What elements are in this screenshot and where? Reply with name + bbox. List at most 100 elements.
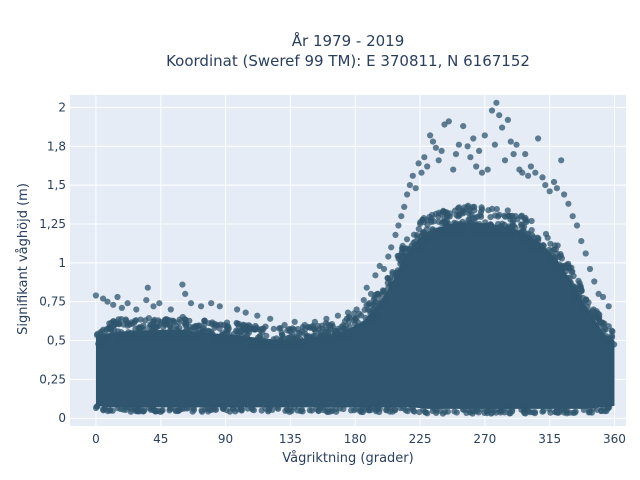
scatter-point-edge: [495, 224, 502, 231]
scatter-point: [501, 157, 509, 164]
scatter-point-edge: [496, 211, 503, 218]
scatter-point: [478, 169, 486, 176]
scatter-point: [281, 321, 288, 329]
scatter-point: [553, 185, 561, 192]
scatter-point-edge: [419, 230, 426, 237]
scatter-point-edge: [372, 406, 379, 413]
scatter-point-edge: [103, 326, 110, 333]
x-tick-label: 45: [153, 432, 168, 446]
scatter-point-edge: [594, 406, 601, 413]
scatter-point-edge: [325, 333, 332, 340]
scatter-point-edge: [514, 216, 521, 223]
scatter-point: [114, 293, 121, 301]
scatter-point-edge: [176, 331, 183, 338]
scatter-point-edge: [552, 255, 559, 262]
scatter-point: [599, 293, 607, 301]
scatter-point-edge: [283, 343, 290, 350]
scatter-point-edge: [456, 210, 463, 218]
scatter-point: [323, 315, 330, 322]
scatter-point-edge: [118, 329, 125, 336]
scatter-point-edge: [563, 407, 570, 414]
scatter-point: [242, 309, 249, 316]
scatter-point-edge: [236, 337, 243, 344]
scatter-point-edge: [367, 310, 374, 317]
scatter-point: [424, 163, 431, 170]
scatter-point: [254, 312, 261, 319]
scatter-point-edge: [248, 338, 255, 345]
scatter-point-edge: [430, 235, 438, 242]
scatter-point-edge: [417, 219, 424, 226]
scatter-point: [187, 300, 195, 307]
scatter-point-edge: [424, 410, 431, 417]
scatter-point-edge: [234, 320, 241, 327]
scatter-point-edge: [523, 406, 530, 413]
scatter-point-edge: [100, 407, 107, 414]
scatter-point: [418, 169, 425, 176]
scatter-point-edge: [194, 330, 201, 337]
scatter-point-edge: [392, 407, 399, 414]
scatter-point-edge: [383, 295, 390, 302]
scatter-point-edge: [605, 404, 612, 411]
scatter-point-edge: [161, 316, 168, 323]
dense-point-cloud: [92, 202, 618, 417]
scatter-point-edge: [505, 213, 512, 220]
scatter-point-edge: [130, 332, 137, 339]
scatter-point: [605, 303, 612, 310]
scatter-point: [595, 290, 602, 297]
tick-labels: 0 45 90 135 180 225 270 315 360 0 0,25 0,5 0,75 1 1,25…: [39, 100, 626, 446]
scatter-point-edge: [250, 407, 257, 414]
scatter-point-edge: [176, 319, 183, 326]
scatter-point-edge: [151, 407, 158, 414]
scatter-point-edge: [490, 231, 497, 238]
scatter-point-edge: [362, 406, 369, 413]
scatter-point-edge: [185, 404, 192, 411]
scatter-point-edge: [115, 335, 122, 342]
scatter-point-edge: [596, 314, 603, 321]
scatter-point-edge: [216, 325, 223, 332]
scatter-point-edge: [409, 404, 416, 411]
y-tick-label: 1,8: [47, 139, 66, 153]
scatter-point: [452, 151, 460, 158]
scatter-point-edge: [429, 227, 436, 234]
scatter-point-edge: [377, 297, 384, 304]
scatter-point-edge: [556, 269, 563, 276]
scatter-point: [401, 203, 408, 210]
scatter-point-edge: [189, 333, 196, 340]
scatter-point-edge: [533, 245, 540, 252]
scatter-point-edge: [324, 321, 331, 328]
scatter-point: [455, 141, 462, 148]
scatter-point: [198, 303, 205, 310]
scatter-point-edge: [566, 274, 574, 281]
scatter-point-edge: [394, 276, 401, 284]
scatter-point-edge: [299, 408, 306, 415]
scatter-point-edge: [463, 409, 470, 416]
scatter-point: [406, 182, 413, 189]
scatter-point-edge: [430, 218, 437, 225]
scatter-point: [334, 312, 341, 319]
scatter-point: [513, 141, 520, 148]
scatter-point-edge: [435, 218, 442, 225]
scatter-point: [367, 290, 375, 297]
scatter-point-edge: [600, 328, 607, 335]
scatter-point: [432, 144, 439, 151]
scatter-point-edge: [453, 220, 460, 227]
scatter-point: [535, 135, 542, 142]
scatter-point: [481, 132, 488, 139]
scatter-point-edge: [410, 246, 417, 253]
scatter-point-edge: [328, 326, 335, 333]
scatter-point-edge: [600, 321, 607, 328]
scatter-point-edge: [108, 327, 115, 334]
scatter-point: [476, 147, 483, 154]
scatter-point-edge: [453, 229, 461, 236]
scatter-point-edge: [360, 320, 367, 327]
scatter-point-edge: [132, 325, 139, 332]
scatter-point-edge: [519, 236, 526, 243]
scatter-point-edge: [195, 323, 202, 330]
scatter-point-edge: [572, 408, 579, 415]
scatter-point-edge: [112, 318, 120, 326]
scatter-point-edge: [542, 230, 550, 238]
scatter-point-edge: [256, 333, 263, 340]
scatter-point: [525, 172, 532, 179]
scatter-point-edge: [274, 404, 281, 411]
scatter-point-edge: [133, 317, 140, 324]
